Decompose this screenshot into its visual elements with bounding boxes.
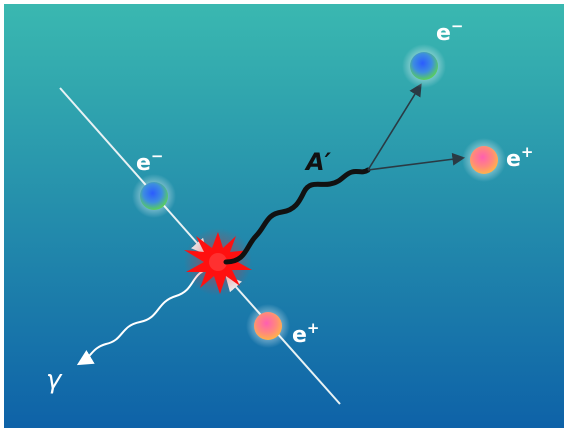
electron-track-out <box>367 83 422 171</box>
electron-out-label: e− <box>436 17 464 46</box>
positron-in-icon <box>254 312 282 340</box>
positron-track-out <box>367 152 466 171</box>
electron-in-label: e− <box>136 147 164 176</box>
positron-out-icon <box>470 146 498 174</box>
background <box>4 4 564 428</box>
electron-in-icon <box>140 182 168 210</box>
positron-out-label: e+ <box>506 143 534 172</box>
photon-wavy-line <box>76 267 213 366</box>
positron-in-label: e+ <box>292 319 320 348</box>
collision-core <box>209 253 227 271</box>
electron-track-in <box>59 87 208 255</box>
dark-photon-label: A′ <box>304 148 332 176</box>
dark-photon-wavy-line <box>223 167 371 265</box>
photon-label: γ <box>46 365 63 395</box>
electron-out-icon <box>410 52 438 80</box>
